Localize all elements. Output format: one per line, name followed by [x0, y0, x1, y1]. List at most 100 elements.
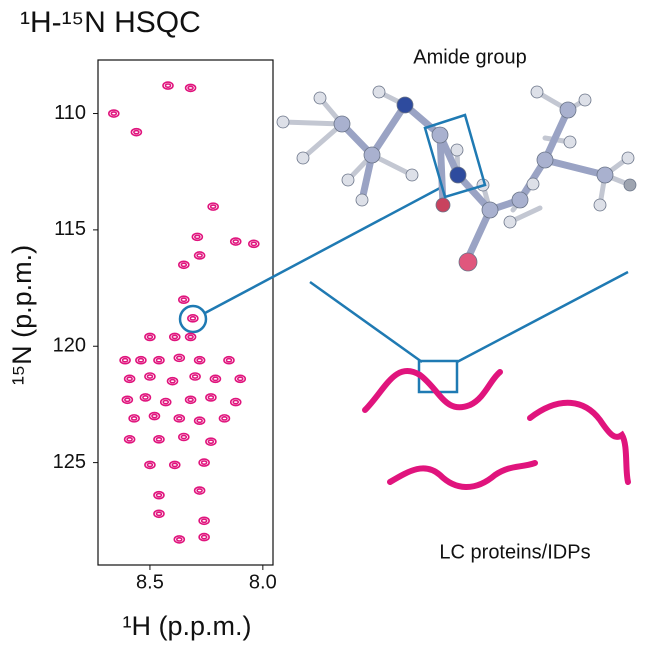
- peak: [191, 232, 204, 242]
- peak-contour: [110, 111, 118, 116]
- peak-contour: [153, 490, 165, 500]
- peak: [159, 397, 172, 407]
- peak-contour: [218, 414, 231, 423]
- peak-contour: [225, 357, 233, 363]
- plot-frame: [97, 59, 274, 566]
- peak: [198, 516, 210, 526]
- peak-contour: [178, 432, 190, 442]
- peak-contour: [123, 435, 136, 444]
- peak-contour: [248, 239, 260, 249]
- peak-contour: [171, 334, 179, 340]
- peak-contour: [173, 414, 186, 423]
- peak-contour: [191, 232, 204, 242]
- peak-contour: [198, 516, 210, 526]
- peak-contour: [178, 260, 190, 270]
- peak: [162, 81, 174, 90]
- peak-contour: [155, 492, 163, 498]
- peak: [123, 374, 136, 384]
- peak: [123, 435, 136, 444]
- peak-contour: [130, 127, 143, 137]
- peak-contour: [191, 374, 199, 379]
- peak-contour: [196, 418, 203, 424]
- peak: [218, 414, 231, 423]
- peak-contour: [232, 399, 240, 405]
- peak-contour: [108, 109, 120, 118]
- peak-contour: [164, 83, 172, 88]
- peak: [173, 535, 186, 544]
- peak: [153, 490, 165, 500]
- peak-contour: [155, 357, 163, 363]
- peak-contour: [137, 357, 145, 363]
- peak-contour: [168, 332, 181, 342]
- peak: [193, 251, 206, 260]
- peak: [229, 237, 242, 246]
- peak-contour: [223, 355, 235, 365]
- peak: [128, 414, 140, 423]
- peak-contour: [166, 376, 179, 386]
- peak-contour: [133, 129, 140, 135]
- peak-contour: [175, 355, 183, 361]
- peak: [135, 355, 147, 365]
- peak-contour: [187, 85, 194, 91]
- peak-contour: [142, 395, 149, 400]
- peak-contour: [123, 374, 136, 384]
- peak: [184, 332, 197, 342]
- peak-contour: [171, 462, 179, 468]
- peak: [130, 127, 143, 137]
- peak-contour: [128, 414, 140, 423]
- peak: [144, 332, 156, 342]
- peak-contour: [153, 355, 165, 365]
- peak: [184, 395, 197, 405]
- y-tick-label: 115: [54, 218, 86, 240]
- peak-contour: [121, 395, 134, 405]
- peak-contour: [198, 458, 210, 467]
- peak-contour: [180, 434, 188, 440]
- peak-contour: [144, 332, 156, 342]
- peak: [108, 109, 120, 118]
- peak-contour: [196, 488, 203, 493]
- zoom-line: [309, 280, 423, 364]
- peak-contour: [234, 374, 247, 384]
- peak: [229, 397, 242, 407]
- peak: [148, 411, 161, 421]
- peak-contour: [207, 395, 215, 400]
- zoom-line: [456, 270, 629, 364]
- peak-contour: [200, 460, 208, 466]
- peak: [144, 460, 156, 470]
- peak-contour: [232, 239, 240, 244]
- peak-contour: [209, 204, 217, 210]
- peak: [153, 355, 165, 365]
- peak-contour: [169, 378, 176, 384]
- peak: [153, 509, 165, 519]
- amide-box: [423, 113, 487, 199]
- peak-contour: [250, 241, 258, 247]
- peak-contour: [144, 372, 156, 381]
- annotation: Amide group: [413, 46, 526, 68]
- peak-contour: [196, 253, 203, 258]
- peak-contour: [126, 376, 133, 382]
- highlight-circle: [178, 304, 208, 334]
- peak: [187, 314, 199, 323]
- x-tick-label: 8.0: [249, 571, 277, 593]
- peak-contour: [135, 355, 147, 365]
- peak: [198, 532, 210, 542]
- peak-contour: [205, 437, 217, 446]
- peak-contour: [207, 439, 215, 445]
- peak: [189, 372, 201, 381]
- x-axis-label: ¹H (p.p.m.): [122, 611, 251, 641]
- peak: [144, 372, 156, 381]
- annotation: LC proteins/IDPs: [439, 541, 590, 563]
- x-tick-label: 8.5: [136, 571, 164, 593]
- chart-title: ¹H-¹⁵N HSQC: [20, 6, 201, 39]
- peak: [178, 432, 190, 442]
- peak: [205, 437, 217, 446]
- peak: [223, 355, 235, 365]
- peak-contour: [193, 355, 206, 365]
- peak-contour: [193, 416, 206, 426]
- connector-line: [204, 186, 441, 315]
- protein-chains: [362, 367, 631, 490]
- peak-contour: [151, 413, 158, 419]
- peak-contour: [119, 355, 131, 365]
- peak: [209, 374, 222, 384]
